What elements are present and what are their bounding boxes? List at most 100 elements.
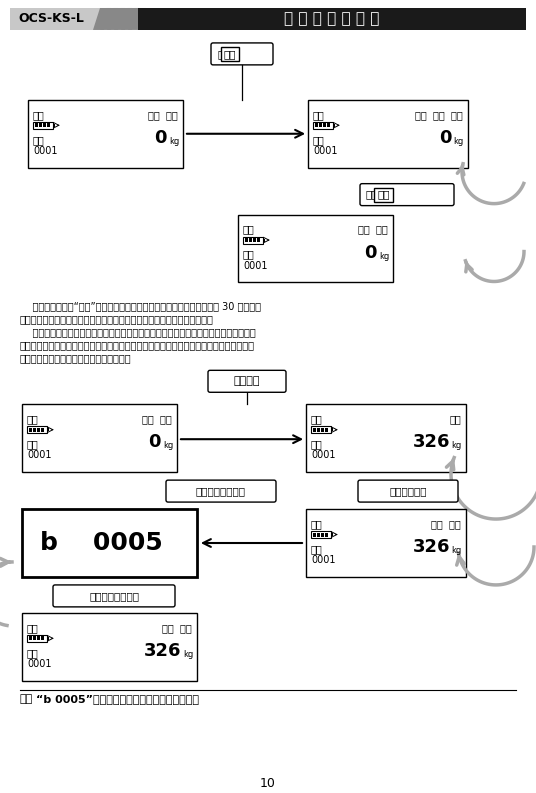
Text: 0001: 0001 xyxy=(311,555,336,565)
Bar xyxy=(53,124,55,127)
Text: 接收: 接收 xyxy=(311,519,323,529)
FancyBboxPatch shape xyxy=(358,480,458,502)
FancyBboxPatch shape xyxy=(208,370,286,393)
Bar xyxy=(321,533,324,537)
FancyBboxPatch shape xyxy=(53,585,175,607)
FancyBboxPatch shape xyxy=(374,188,393,201)
Text: 再按: 再按 xyxy=(366,190,378,200)
Text: 序号: 序号 xyxy=(27,439,39,449)
Text: 接收: 接收 xyxy=(313,109,325,120)
Bar xyxy=(41,427,44,431)
Bar xyxy=(323,123,326,127)
Text: kg: kg xyxy=(452,546,462,555)
Text: 0001: 0001 xyxy=(27,450,51,460)
Text: 自动: 自动 xyxy=(377,190,390,200)
Bar xyxy=(22,509,197,577)
Bar xyxy=(311,426,331,433)
Text: 下图所示为在自动存储打印称重状态下的一次称重过程：当液晶屏显示零位且稳定时，: 下图所示为在自动存储打印称重状态下的一次称重过程：当液晶屏显示零位且稳定时， xyxy=(20,328,256,337)
Bar xyxy=(313,427,316,431)
Polygon shape xyxy=(121,8,139,30)
Bar xyxy=(306,509,466,577)
FancyBboxPatch shape xyxy=(360,184,454,205)
Text: 自动  稳定: 自动 稳定 xyxy=(162,623,192,633)
Bar xyxy=(311,531,331,538)
Bar xyxy=(35,123,38,127)
Text: 序号: 序号 xyxy=(243,250,255,259)
Bar xyxy=(243,236,263,243)
Bar xyxy=(245,238,248,242)
Bar xyxy=(27,635,47,642)
Text: b    0005: b 0005 xyxy=(40,531,163,555)
Polygon shape xyxy=(93,8,111,30)
Bar xyxy=(41,636,44,640)
Text: 等待重量稳定: 等待重量稳定 xyxy=(389,486,427,496)
Bar xyxy=(333,124,335,127)
Text: kg: kg xyxy=(183,649,193,659)
Bar xyxy=(327,123,330,127)
Bar xyxy=(325,427,328,431)
Text: 序号: 序号 xyxy=(313,135,325,145)
Bar xyxy=(10,8,100,30)
Text: kg: kg xyxy=(163,441,173,450)
Text: kg: kg xyxy=(169,136,179,146)
Text: 326: 326 xyxy=(144,642,181,660)
Bar xyxy=(33,427,36,431)
FancyBboxPatch shape xyxy=(166,480,276,502)
FancyBboxPatch shape xyxy=(220,47,239,61)
Text: 注：: 注： xyxy=(20,694,33,703)
Bar xyxy=(37,427,40,431)
Bar xyxy=(47,123,50,127)
Text: 加载重量: 加载重量 xyxy=(234,377,260,386)
Text: 接收: 接收 xyxy=(27,623,39,633)
Text: 0: 0 xyxy=(154,128,167,147)
Bar xyxy=(331,428,333,431)
Polygon shape xyxy=(128,8,146,30)
Text: 零位  稳定: 零位 稳定 xyxy=(358,224,388,235)
Bar xyxy=(313,533,316,537)
Bar xyxy=(39,123,42,127)
Bar xyxy=(315,123,318,127)
Text: 0001: 0001 xyxy=(243,261,267,270)
Bar xyxy=(138,8,526,30)
Bar xyxy=(325,533,328,537)
Text: 自动: 自动 xyxy=(224,49,236,59)
Text: 0001: 0001 xyxy=(33,146,57,155)
Bar xyxy=(317,533,320,537)
Text: 0001: 0001 xyxy=(313,146,338,155)
Text: 序号: 序号 xyxy=(33,135,44,145)
Text: kg: kg xyxy=(379,251,389,261)
Bar xyxy=(47,637,49,640)
Text: 自动: 自动 xyxy=(449,414,461,424)
Text: 0001: 0001 xyxy=(27,659,51,668)
Text: 零位  稳定: 零位 稳定 xyxy=(148,109,178,120)
Text: 接收: 接收 xyxy=(33,109,44,120)
Text: 10: 10 xyxy=(260,776,276,790)
Text: kg: kg xyxy=(454,136,464,146)
Bar xyxy=(308,100,468,167)
Bar xyxy=(22,404,177,472)
Text: 0: 0 xyxy=(364,243,377,262)
Text: kg: kg xyxy=(452,441,462,450)
Bar xyxy=(37,636,40,640)
Polygon shape xyxy=(114,8,132,30)
Bar xyxy=(29,427,32,431)
Text: OCS-KS-L: OCS-KS-L xyxy=(18,13,84,25)
Text: 按: 按 xyxy=(217,49,224,59)
Bar xyxy=(27,426,47,433)
Text: 无 线 数 传 式 吹 秤: 无 线 数 传 式 吹 秤 xyxy=(284,11,379,26)
Bar xyxy=(263,239,265,242)
Text: 当液晶屏上方有“自动”二字显示时，每次称重结果经过设定的时间（见 30 页的自动: 当液晶屏上方有“自动”二字显示时，每次称重结果经过设定的时间（见 30 页的自动 xyxy=(20,301,261,312)
Bar xyxy=(43,123,46,127)
Bar xyxy=(33,122,53,128)
Text: 接收: 接收 xyxy=(311,414,323,424)
Text: 326: 326 xyxy=(413,433,450,451)
Bar xyxy=(33,636,36,640)
Text: 和序号，同时将该笔记录存入数据存储器。: 和序号，同时将该笔记录存入数据存储器。 xyxy=(20,354,132,363)
Text: 接收: 接收 xyxy=(27,414,39,424)
Bar xyxy=(331,533,333,536)
Text: 序号: 序号 xyxy=(311,544,323,554)
Text: 0001: 0001 xyxy=(311,450,336,460)
Text: 自动  稳定: 自动 稳定 xyxy=(431,519,461,529)
Bar xyxy=(306,404,466,472)
Bar xyxy=(22,613,197,680)
